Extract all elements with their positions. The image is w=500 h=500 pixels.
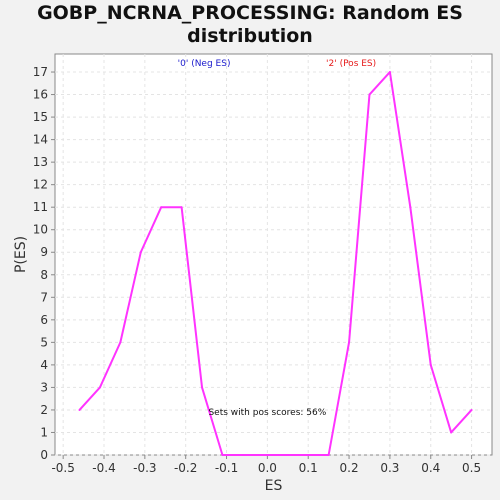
data-point <box>409 206 412 209</box>
data-point <box>286 454 289 456</box>
data-point <box>201 386 204 389</box>
y-tick-label: 16 <box>33 88 48 102</box>
data-point <box>307 454 310 456</box>
y-axis-label: P(ES) <box>13 236 29 273</box>
data-point <box>180 206 183 209</box>
chart-annotation: '2' (Pos ES) <box>326 59 376 69</box>
plot-area <box>54 53 493 456</box>
data-point <box>388 71 391 74</box>
data-point <box>98 386 101 389</box>
y-tick-label: 17 <box>33 65 48 79</box>
y-tick-label: 2 <box>40 403 48 417</box>
y-tick-label: 12 <box>33 178 48 192</box>
y-tick-label: 0 <box>40 448 48 462</box>
y-tick-label: 10 <box>33 223 48 237</box>
data-point <box>327 454 330 456</box>
data-point <box>429 363 432 366</box>
y-tick-label: 3 <box>40 380 48 394</box>
x-tick-label: 0.2 <box>340 461 359 475</box>
y-tick-label: 14 <box>33 133 48 147</box>
x-tick-label: -0.3 <box>133 461 156 475</box>
axes: -0.5 -0.4 -0.3 -0.2 -0.1 0.0 0.1 0.2 0.3 0.4 0.5 0 1… <box>33 65 481 475</box>
annotations: '0' (Neg ES) '2' (Pos ES) Sets with pos sc… <box>178 59 376 418</box>
x-tick-label: 0.4 <box>421 461 440 475</box>
data-point <box>470 408 473 411</box>
y-tick-label: 4 <box>40 358 48 372</box>
series-layer <box>78 71 473 456</box>
x-tick-label: -0.5 <box>51 461 74 475</box>
y-tick-label: 9 <box>40 245 48 259</box>
y-tick-label: 8 <box>40 268 48 282</box>
x-tick-label: -0.2 <box>174 461 197 475</box>
data-point <box>266 454 269 456</box>
y-tick-label: 15 <box>33 110 48 124</box>
data-point <box>241 454 244 456</box>
y-tick-label: 13 <box>33 155 48 169</box>
chart-annotation: Sets with pos scores: 56% <box>208 408 326 418</box>
data-point <box>450 431 453 434</box>
x-tick-label: 0.3 <box>380 461 399 475</box>
x-tick-label: 0.1 <box>299 461 318 475</box>
data-point <box>119 341 122 344</box>
series-line <box>78 71 473 456</box>
y-tick-label: 5 <box>40 335 48 349</box>
data-point <box>348 341 351 344</box>
chart-title: GOBP_NCRNA_PROCESSING: Random ES distrib… <box>37 2 463 47</box>
y-tick-label: 11 <box>33 200 48 214</box>
y-tick-label: 7 <box>40 290 48 304</box>
data-point <box>139 251 142 254</box>
x-tick-label: -0.4 <box>92 461 115 475</box>
x-tick-label: 0.0 <box>258 461 277 475</box>
x-tick-label: -0.1 <box>215 461 238 475</box>
data-point <box>78 408 81 411</box>
y-tick-label: 6 <box>40 313 48 327</box>
y-tick-label: 1 <box>40 425 48 439</box>
x-tick-label: 0.5 <box>462 461 481 475</box>
x-axis-label: ES <box>265 478 283 494</box>
chart-annotation: '0' (Neg ES) <box>178 59 231 69</box>
data-point <box>221 454 224 456</box>
data-point <box>160 206 163 209</box>
data-point <box>368 93 371 96</box>
